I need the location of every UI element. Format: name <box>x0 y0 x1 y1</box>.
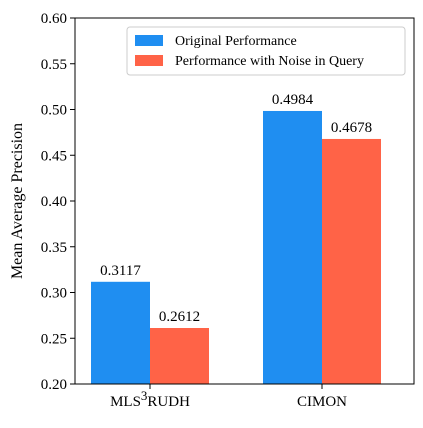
y-tick-label: 0.25 <box>41 331 67 347</box>
bar-original-1 <box>263 110 322 385</box>
legend-label-original: Original Performance <box>175 34 297 49</box>
y-tick-label: 0.30 <box>41 286 67 302</box>
y-tick-label: 0.20 <box>41 377 67 393</box>
y-axis-title: Mean Average Precision <box>9 123 26 279</box>
bar-noise-1 <box>322 138 381 384</box>
legend-box <box>126 26 406 76</box>
data-label-original-0: 0.3117 <box>100 263 141 279</box>
legend: Original Performance Performance with Noi… <box>126 26 406 76</box>
legend-label-noise: Performance with Noise in Query <box>175 54 364 69</box>
data-label-noise-1: 0.4678 <box>331 120 372 136</box>
data-labels-layer: 0.3117 0.4984 0.2612 0.4678 <box>100 92 372 325</box>
bar-original-0 <box>91 281 150 384</box>
y-ticks-layer: 0.20 0.25 0.30 0.35 0.40 0.45 0.50 0.55 0.60 <box>41 11 75 393</box>
y-tick-label: 0.45 <box>41 148 67 164</box>
legend-items: Original Performance Performance with Noi… <box>135 34 364 69</box>
data-label-original-1: 0.4984 <box>272 92 314 108</box>
y-tick-label: 0.60 <box>41 11 67 27</box>
y-tick-label: 0.40 <box>41 194 67 210</box>
y-tick-label: 0.35 <box>41 240 67 256</box>
data-label-noise-0: 0.2612 <box>159 309 200 325</box>
y-tick-label: 0.55 <box>41 57 67 73</box>
legend-swatch-noise <box>135 55 163 66</box>
x-category-label: CIMON <box>297 394 347 410</box>
y-tick-label: 0.50 <box>41 103 67 119</box>
bars-layer <box>91 110 381 385</box>
x-category-label: MLS3RUDH <box>110 388 190 410</box>
bar-noise-0 <box>150 328 209 384</box>
x-category-layer: MLS3RUDH CIMON <box>110 384 347 410</box>
legend-swatch-original <box>135 35 163 46</box>
